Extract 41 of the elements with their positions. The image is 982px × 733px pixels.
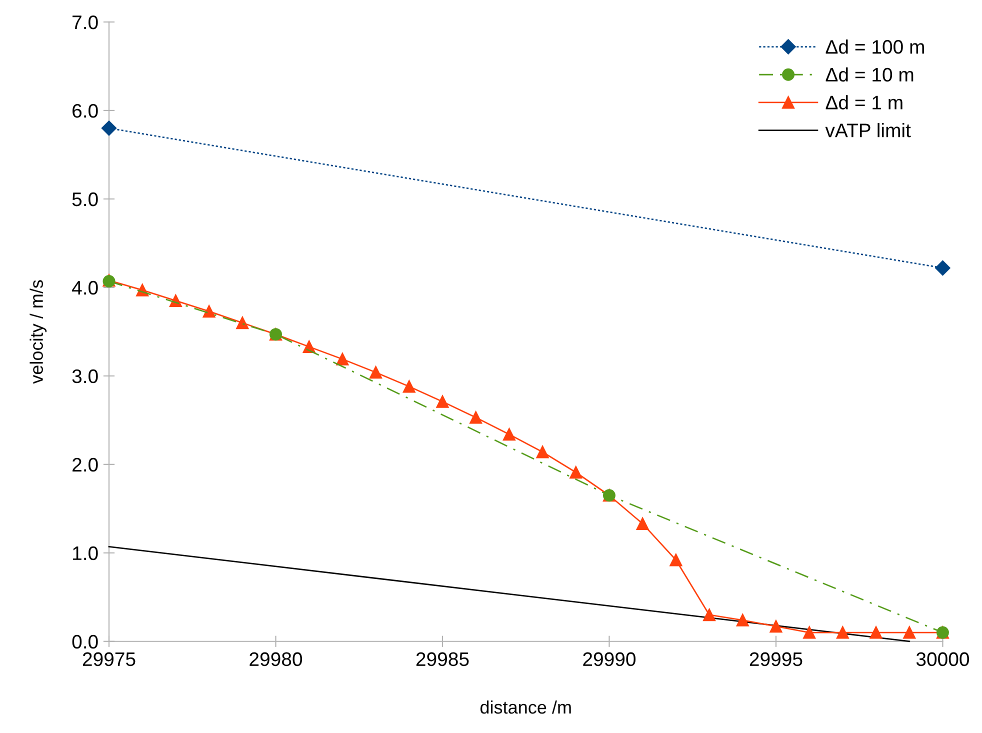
y-tick-label: 2.0 [72, 458, 98, 472]
legend-label: Δd = 1 m [826, 95, 902, 110]
y-tick-label: 6.0 [72, 104, 98, 118]
point [236, 316, 249, 330]
y-tick-label: 3.0 [72, 369, 98, 384]
point [436, 395, 449, 408]
point [703, 608, 716, 622]
y-tick-label: 5.0 [72, 192, 98, 206]
point [336, 352, 349, 366]
y-tick-label: 7.0 [72, 15, 98, 30]
point [402, 380, 416, 393]
point [935, 260, 950, 276]
point [470, 411, 482, 424]
point [636, 517, 649, 530]
point [870, 626, 882, 639]
legend-label: Δd = 100 m [826, 39, 924, 54]
point [770, 620, 782, 633]
y-tick-label: 4.0 [72, 280, 98, 295]
point [101, 120, 117, 136]
x-tick-label: 29985 [416, 652, 469, 666]
point [570, 466, 582, 479]
x-axis-title: distance /m [480, 700, 571, 714]
point [536, 446, 549, 458]
point [202, 305, 216, 318]
point [370, 366, 382, 379]
y-tick-label: 0.0 [72, 634, 98, 649]
legend-label: Δd = 10 m [826, 67, 914, 82]
x-tick-label: 29995 [750, 652, 802, 666]
x-tick-label: 29990 [583, 652, 636, 666]
point [502, 428, 516, 441]
point [803, 626, 816, 639]
legend-label: vATP limit [825, 123, 911, 138]
x-tick-label: 29975 [82, 652, 136, 666]
point [903, 626, 916, 639]
x-tick-label: 29980 [250, 652, 302, 666]
x-tick-label: 30000 [916, 652, 969, 666]
point [670, 554, 682, 566]
y-axis-title: velocity / m/s [30, 280, 47, 384]
point [736, 614, 749, 626]
point [836, 626, 849, 639]
y-tick-label: 1.0 [73, 546, 98, 560]
